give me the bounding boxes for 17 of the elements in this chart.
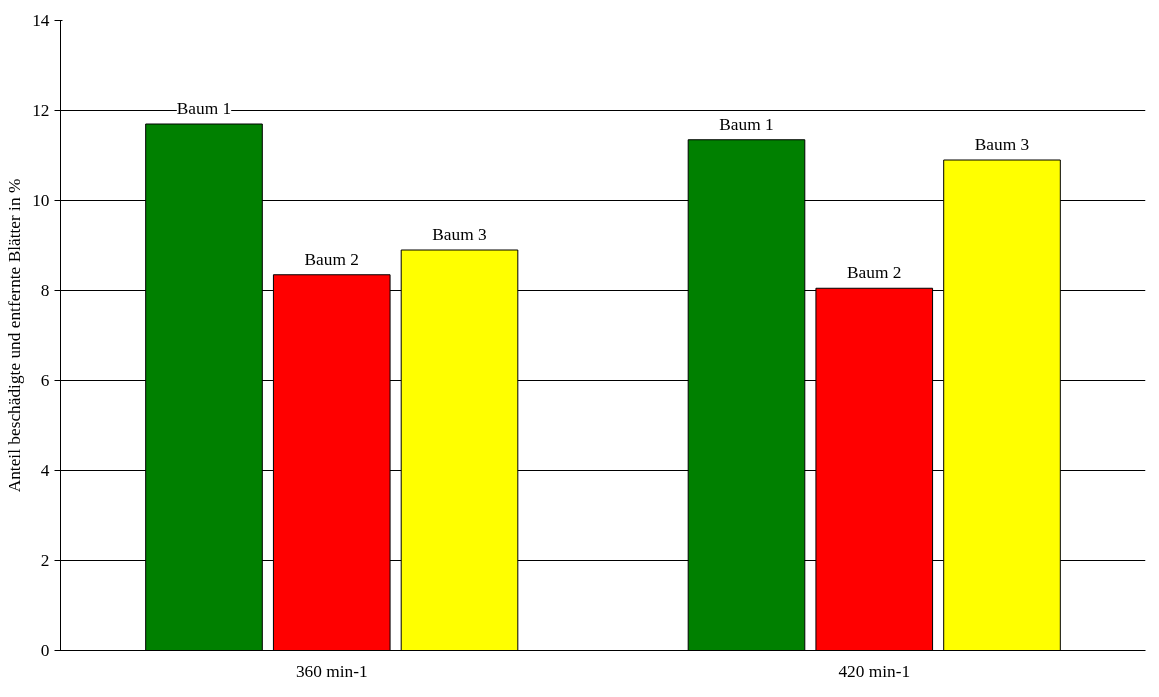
series-label: Baum 2 xyxy=(304,249,359,269)
y-tick-label: 2 xyxy=(40,551,50,570)
y-axis-title: Anteil beschädigte und entfernte Blätter in % xyxy=(5,178,25,493)
series-label: Baum 3 xyxy=(432,225,487,244)
text: Baum 1 xyxy=(719,114,774,134)
x-tick-label: 360 min-1 xyxy=(295,661,368,681)
y-tick-label: 8 xyxy=(40,281,50,300)
y-tick-label: 14 xyxy=(32,11,50,30)
text: Baum 3 xyxy=(974,135,1030,154)
series-label: Baum 1 xyxy=(176,99,232,118)
text: Baum 2 xyxy=(847,263,902,283)
y-tick-label: 10 xyxy=(32,191,50,210)
y-tick-label: 0 xyxy=(40,641,50,660)
y-tick-label: 6 xyxy=(40,371,50,390)
y-tick-label: 12 xyxy=(32,101,50,120)
y-tick-label: 4 xyxy=(40,461,50,480)
x-tick-label: 420 min-1 xyxy=(838,661,911,681)
